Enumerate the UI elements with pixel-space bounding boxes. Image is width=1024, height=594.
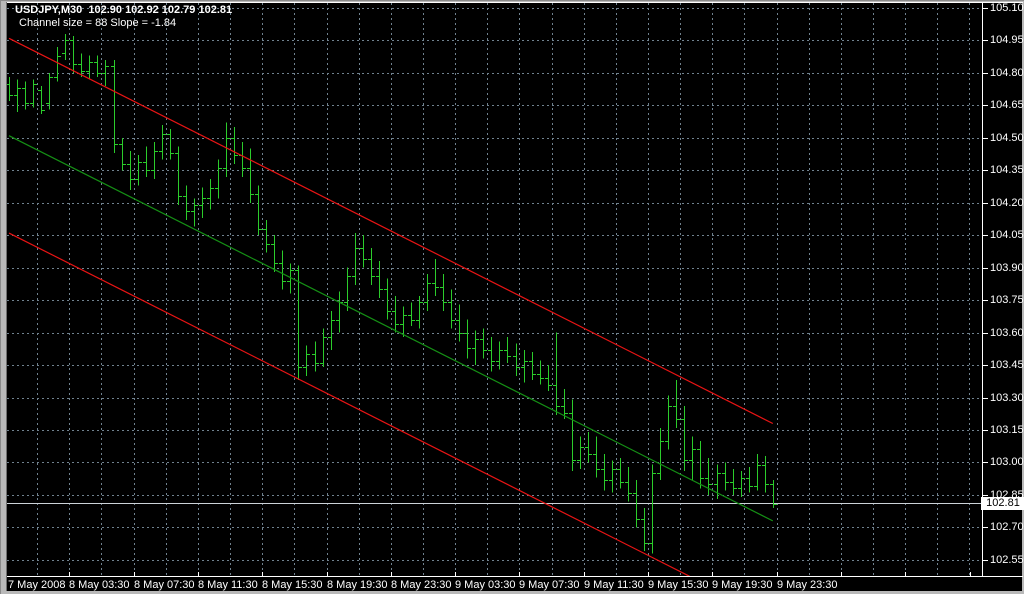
price-axis-label: 103.15 xyxy=(990,424,1024,436)
time-axis-label: 9 May 03:30 xyxy=(455,579,516,591)
time-axis-label: 8 May 03:30 xyxy=(69,579,130,591)
channel-lower-line xyxy=(8,232,691,576)
time-axis-label: 7 May 2008 xyxy=(8,579,66,591)
time-axis-label: 8 May 11:30 xyxy=(198,579,258,591)
time-axis-label: 9 May 15:30 xyxy=(648,579,709,591)
price-axis-label: 104.50 xyxy=(990,132,1024,144)
price-axis-label: 104.65 xyxy=(990,99,1024,111)
chart-area: USDJPY,M30 102.90 102.92 102.79 102.81 C… xyxy=(5,2,1024,594)
chart-title-overlay: USDJPY,M30 102.90 102.92 102.79 102.81 C… xyxy=(15,4,232,29)
time-axis-label: 9 May 07:30 xyxy=(519,579,580,591)
price-axis-label: 103.45 xyxy=(990,359,1024,371)
price-axis-label: 103.75 xyxy=(990,294,1024,306)
price-axis-label: 103.00 xyxy=(990,456,1024,468)
time-axis-label: 8 May 07:30 xyxy=(134,579,195,591)
channel-middle-line xyxy=(8,135,774,522)
price-axis-label: 104.80 xyxy=(990,67,1024,79)
price-axis-label: 102.55 xyxy=(990,554,1024,566)
channel-upper-line xyxy=(8,37,774,425)
time-axis-label: 9 May 23:30 xyxy=(777,579,838,591)
price-axis-label: 102.70 xyxy=(990,521,1024,533)
price-axis-label: 105.10 xyxy=(990,2,1024,14)
current-price-badge: 102.81 xyxy=(981,497,1024,510)
symbol-quote-title: USDJPY,M30 102.90 102.92 102.79 102.81 xyxy=(15,4,233,16)
price-axis-label: 103.60 xyxy=(990,327,1024,339)
time-axis-label: 9 May 11:30 xyxy=(584,579,644,591)
price-axis-label: 104.20 xyxy=(990,197,1024,209)
price-axis-label: 104.95 xyxy=(990,34,1024,46)
price-axis-label: 103.90 xyxy=(990,262,1024,274)
price-axis-label: 103.30 xyxy=(990,392,1024,404)
channel-indicator-label: Channel size = 88 Slope = -1.84 xyxy=(19,17,177,29)
time-axis-label: 8 May 15:30 xyxy=(262,579,323,591)
price-bars xyxy=(6,33,777,554)
price-axis-label: 104.35 xyxy=(990,164,1024,176)
time-axis-label: 8 May 23:30 xyxy=(391,579,452,591)
time-axis-label: 8 May 19:30 xyxy=(327,579,388,591)
chart-plot[interactable] xyxy=(5,2,1023,594)
price-axis-label: 104.05 xyxy=(990,229,1024,241)
time-axis-label: 9 May 19:30 xyxy=(712,579,773,591)
